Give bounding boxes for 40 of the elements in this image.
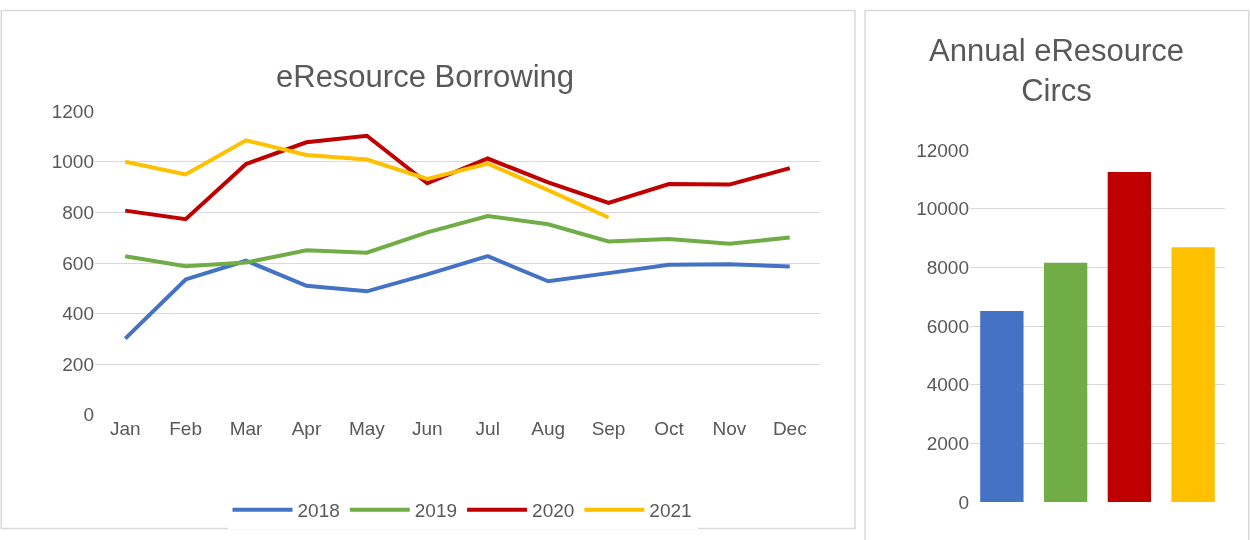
y-tick-label: 8000 [926,257,969,279]
y-tick-label: 12000 [916,139,969,161]
x-tick-label: Nov [712,417,747,439]
x-tick-label: Feb [169,417,203,439]
bar [980,311,1024,503]
legend-label: 2018 [297,500,340,522]
bar [1043,262,1088,503]
chart-title: eResource Borrowing [276,59,575,94]
x-tick-label: May [348,417,386,439]
line-series [123,213,792,269]
legend-label: 2020 [532,500,575,522]
x-tick-label: Dec [772,417,807,439]
y-tick-label: 0 [958,491,969,513]
x-tick-label: Sep [591,417,626,439]
y-tick-label: 10000 [916,198,969,220]
y-tick-label: 6000 [926,315,969,337]
x-tick-label: Jan [109,417,141,439]
bar [1107,172,1152,503]
line-series [123,254,792,341]
y-tick-label: 600 [62,252,94,274]
x-tick-label: Aug [531,417,566,439]
x-tick-label: Oct [654,417,685,439]
bar [1171,247,1215,503]
x-tick-label: Jun [411,417,443,439]
x-tick-label: Mar [229,417,264,439]
line-series [123,138,611,220]
y-tick-label: 4000 [926,374,969,396]
y-tick-label: 1200 [51,100,94,122]
x-tick-label: Jul [475,417,500,439]
y-tick-label: 2000 [926,433,969,455]
chart-title: Annual eResource Circs [929,33,1185,109]
legend-label: 2019 [414,500,458,522]
y-tick-label: 800 [62,202,94,224]
x-tick-label: Apr [291,417,322,439]
legend-label: 2021 [649,500,692,522]
y-tick-label: 400 [62,303,94,325]
y-tick-label: 1000 [51,151,94,173]
line-series [123,133,792,222]
y-tick-label: 0 [83,404,94,426]
y-tick-label: 200 [62,353,94,375]
